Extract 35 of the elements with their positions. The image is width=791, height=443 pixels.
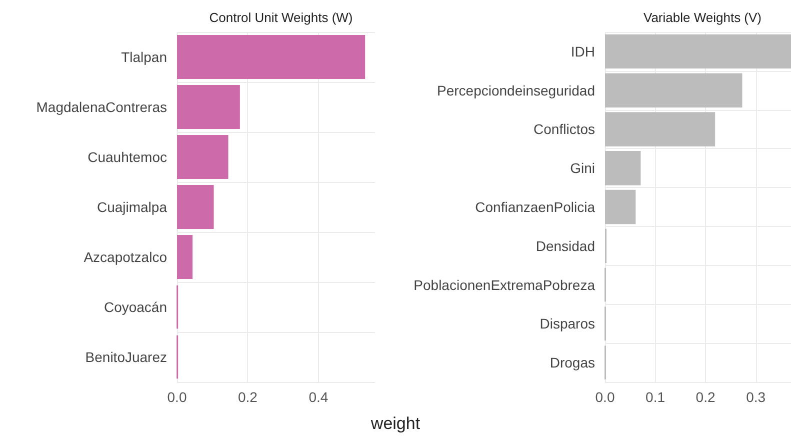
y-tick-label: Disparos bbox=[540, 316, 595, 332]
y-tick-label: Azcapotzalco bbox=[84, 249, 168, 265]
bar bbox=[177, 35, 366, 79]
y-tick-label: Coyoacán bbox=[104, 299, 167, 315]
y-tick-label: Cuauhtemoc bbox=[88, 149, 167, 165]
y-tick-label: Tlalpan bbox=[121, 49, 167, 65]
y-tick-label: Gini bbox=[570, 160, 595, 176]
bar bbox=[177, 135, 228, 179]
bar bbox=[605, 73, 742, 108]
y-tick-label: BenitoJuarez bbox=[85, 349, 167, 365]
bar bbox=[177, 185, 214, 229]
chart-title: Control Unit Weights (W) bbox=[209, 10, 353, 25]
x-tick-label: 0.0 bbox=[167, 389, 187, 405]
y-tick-label: Conflictos bbox=[534, 121, 595, 138]
y-tick-label: PoblacionenExtremaPobreza bbox=[414, 276, 596, 293]
y-tick-label: Percepciondeinseguridad bbox=[437, 82, 595, 98]
y-tick-label: IDH bbox=[570, 43, 595, 60]
y-tick-label: ConfianzaenPolicia bbox=[475, 199, 596, 215]
y-tick-label: Cuajimalpa bbox=[96, 199, 168, 215]
y-tick-label: Densidad bbox=[536, 238, 595, 254]
bar bbox=[177, 235, 193, 279]
chart-title: Variable Weights (V) bbox=[643, 10, 762, 25]
x-tick-label: 0.0 bbox=[595, 389, 615, 405]
bar bbox=[605, 190, 636, 224]
x-tick-label: 0.3 bbox=[746, 389, 766, 405]
bar bbox=[605, 151, 641, 186]
x-tick-label: 0.1 bbox=[646, 389, 666, 405]
x-axis-title: weight bbox=[370, 414, 422, 434]
x-tick-label: 0.2 bbox=[696, 389, 716, 405]
y-tick-label: Drogas bbox=[550, 354, 595, 371]
bar bbox=[177, 85, 240, 129]
x-tick-label: 0.2 bbox=[238, 389, 258, 405]
y-tick-label: MagdalenaContreras bbox=[36, 99, 167, 115]
x-tick-label: 0.4 bbox=[308, 389, 328, 405]
bar bbox=[605, 112, 716, 146]
